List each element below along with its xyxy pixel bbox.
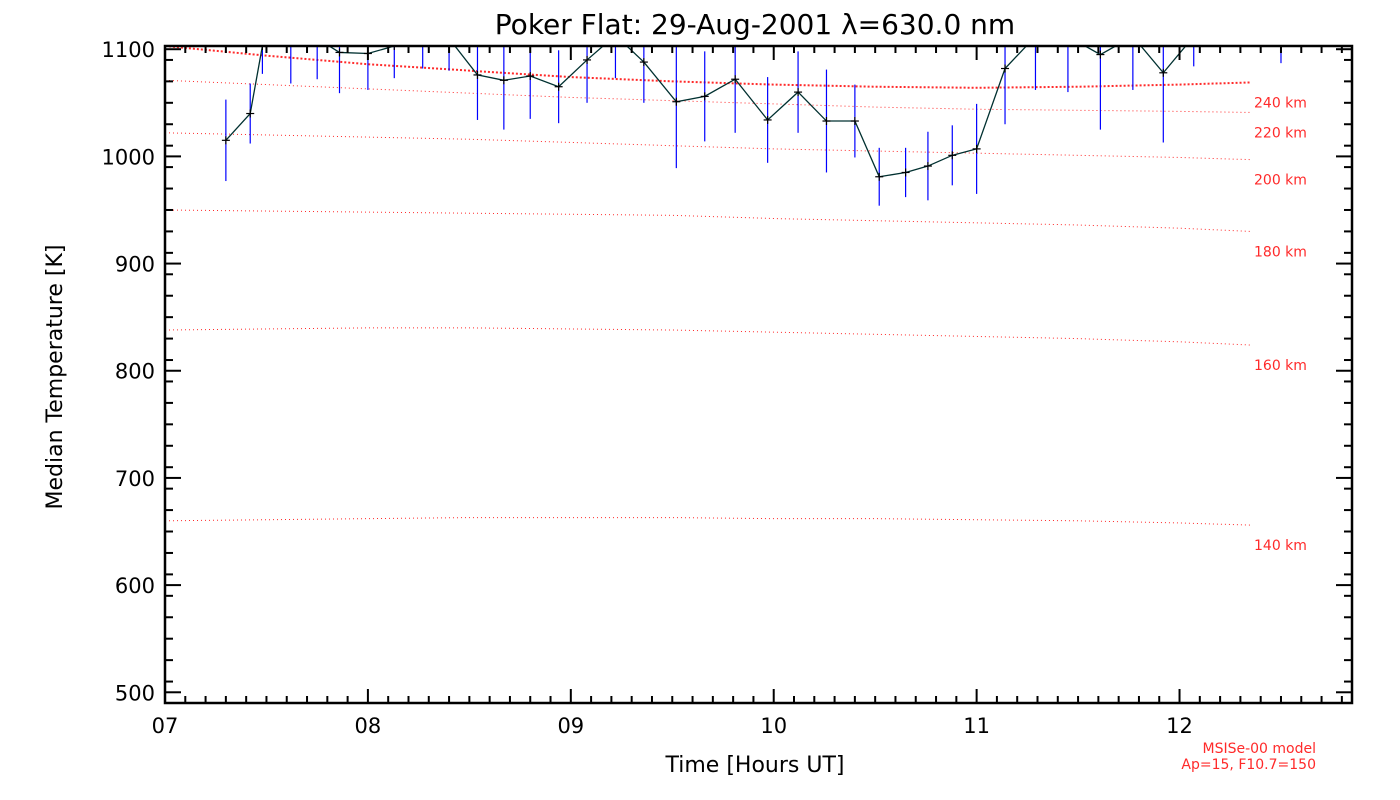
data-point xyxy=(972,144,981,153)
y-tick-label: 600 xyxy=(115,574,155,598)
data-point xyxy=(1159,68,1168,77)
data-point xyxy=(221,136,230,145)
model-curve-label: 140 km xyxy=(1254,538,1307,554)
model-curve-label: 180 km xyxy=(1254,244,1307,260)
y-tick-label: 1000 xyxy=(102,145,155,169)
data-point xyxy=(246,109,255,118)
y-tick-label: 700 xyxy=(115,467,155,491)
data-point xyxy=(1001,64,1010,73)
model-params-label: Ap=15, F10.7=150 xyxy=(1181,757,1316,773)
model-curve-label: 220 km xyxy=(1254,125,1307,141)
x-tick-label: 08 xyxy=(355,714,382,738)
x-tick-label: 07 xyxy=(152,714,179,738)
data-point xyxy=(258,46,267,50)
plot-frame xyxy=(163,44,1354,705)
data-point xyxy=(875,172,884,181)
data-point xyxy=(700,92,709,101)
data-point xyxy=(948,151,957,160)
x-tick-label: 12 xyxy=(1166,714,1193,738)
chart-title: Poker Flat: 29-Aug-2001 λ=630.0 nm xyxy=(495,8,1015,41)
data-point xyxy=(639,58,648,67)
axes: 07 08 09 10 11 12 500 600 700 800 900 1000 1100 xyxy=(102,38,1354,738)
y-axis-label: Median Temperature [K] xyxy=(43,245,68,510)
data-point xyxy=(335,48,344,57)
data-point xyxy=(554,82,563,91)
x-tick-label: 11 xyxy=(963,714,990,738)
x-axis-label: Time [Hours UT] xyxy=(665,753,845,778)
data-point xyxy=(794,88,803,97)
model-name-label: MSISe-00 model xyxy=(1202,741,1316,757)
y-tick-label: 900 xyxy=(115,253,155,277)
data-point xyxy=(390,46,399,50)
data-point xyxy=(526,72,535,81)
data-point xyxy=(923,162,932,171)
data-point xyxy=(672,97,681,106)
model-curve-label: 160 km xyxy=(1254,358,1307,374)
y-tick-label: 1100 xyxy=(102,38,155,62)
data-point xyxy=(499,76,508,85)
model-curve-label: 200 km xyxy=(1254,173,1307,189)
data-point xyxy=(731,75,740,84)
x-tick-label: 09 xyxy=(557,714,584,738)
data-point xyxy=(1096,50,1105,59)
model-curve-label: 240 km xyxy=(1254,95,1307,111)
y-tick-label: 500 xyxy=(115,681,155,705)
y-tick-label: 800 xyxy=(115,360,155,384)
data-point xyxy=(901,168,910,177)
data-point xyxy=(850,117,859,126)
data-point xyxy=(822,117,831,126)
data-point xyxy=(583,55,592,64)
data-point xyxy=(763,115,772,124)
x-tick-label: 10 xyxy=(760,714,787,738)
data-point xyxy=(473,70,482,79)
